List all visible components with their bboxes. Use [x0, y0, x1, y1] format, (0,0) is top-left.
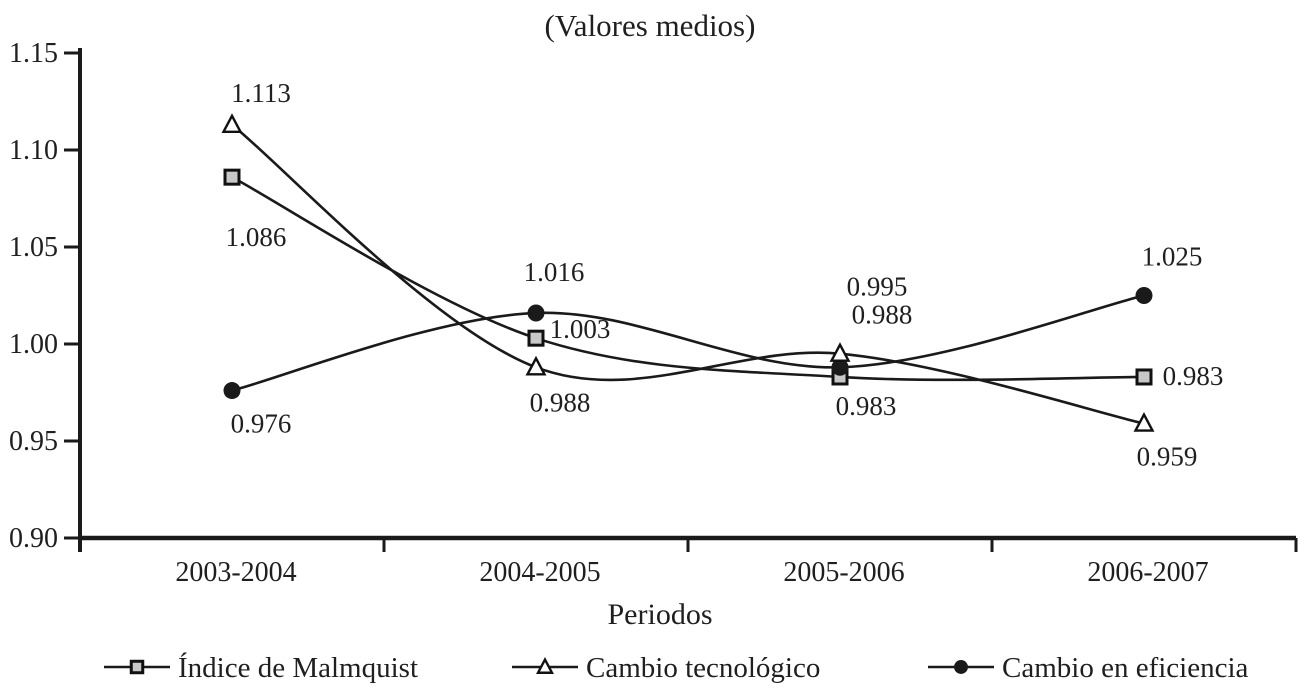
- square-marker-icon: [129, 659, 145, 675]
- data-label: 0.976: [231, 409, 292, 439]
- x-category-label: 2004-2005: [479, 557, 600, 588]
- x-axis-label: Periodos: [608, 598, 713, 631]
- legend-item-malmquist: Índice de Malmquist: [104, 651, 418, 684]
- circle-marker-icon: [223, 382, 241, 400]
- circle-marker-icon: [1135, 287, 1153, 304]
- data-label: 0.983: [836, 391, 897, 421]
- data-label: 1.086: [226, 222, 287, 252]
- square-marker-icon: [223, 168, 241, 186]
- y-tick-label: 1.00: [9, 329, 58, 360]
- triangle-marker-icon: [1133, 411, 1155, 432]
- data-label: 1.113: [231, 78, 291, 108]
- y-tick-label: 1.10: [9, 135, 58, 166]
- circle-marker-icon: [527, 304, 545, 322]
- square-marker-icon: [527, 329, 545, 347]
- circle-marker-icon: [831, 358, 849, 376]
- x-category-label: 2003-2004: [175, 557, 296, 588]
- y-tick-label: 1.05: [9, 232, 58, 263]
- series-line-eficiencia: [231, 294, 1145, 392]
- chart-title: (Valores medios): [545, 8, 756, 43]
- x-category-label: 2006-2007: [1087, 557, 1208, 588]
- legend-label: Cambio tecnológico: [586, 652, 820, 684]
- series-line-tecnologico: [231, 123, 1145, 425]
- x-category-label: 2005-2006: [783, 557, 904, 588]
- data-label: 0.988: [852, 299, 913, 329]
- y-tick-label: 0.95: [9, 426, 58, 457]
- data-point-labels: 1.0861.0030.9830.9831.1130.9880.9950.959…: [226, 78, 1224, 472]
- circle-marker-icon: [954, 660, 968, 674]
- legend: Índice de Malmquist Cambio tecnológico Cam…: [104, 651, 1249, 684]
- triangle-marker-icon: [829, 342, 851, 362]
- x-axis-tick-labels: 2003-2004 2004-2005 2005-2006 2006-2007: [175, 557, 1208, 588]
- square-marker-icon: [1135, 368, 1153, 386]
- series-line-malmquist: [231, 176, 1145, 382]
- series-markers: [221, 113, 1155, 432]
- triangle-marker-icon: [221, 113, 243, 133]
- y-tick-label: 1.15: [9, 38, 58, 69]
- y-axis-tick-labels: 0.90 0.95 1.00 1.05 1.10 1.15: [9, 38, 58, 554]
- legend-item-tecnologico: Cambio tecnológico: [512, 652, 820, 684]
- triangle-marker-icon: [525, 355, 547, 376]
- legend-label: Cambio en eficiencia: [1002, 652, 1249, 684]
- data-label: 0.995: [847, 272, 908, 302]
- data-label: 0.988: [530, 387, 591, 417]
- data-label: 1.016: [524, 257, 585, 287]
- series-lines: [231, 123, 1145, 425]
- triangle-marker-icon: [536, 657, 554, 674]
- legend-label: Índice de Malmquist: [178, 651, 418, 684]
- legend-item-eficiencia: Cambio en eficiencia: [928, 652, 1249, 684]
- y-tick-label: 0.90: [9, 523, 58, 554]
- data-label: 1.025: [1142, 242, 1203, 272]
- data-label: 0.959: [1137, 442, 1198, 472]
- data-label: 1.003: [550, 314, 611, 344]
- data-label: 0.983: [1163, 361, 1224, 391]
- axes: [64, 48, 1298, 552]
